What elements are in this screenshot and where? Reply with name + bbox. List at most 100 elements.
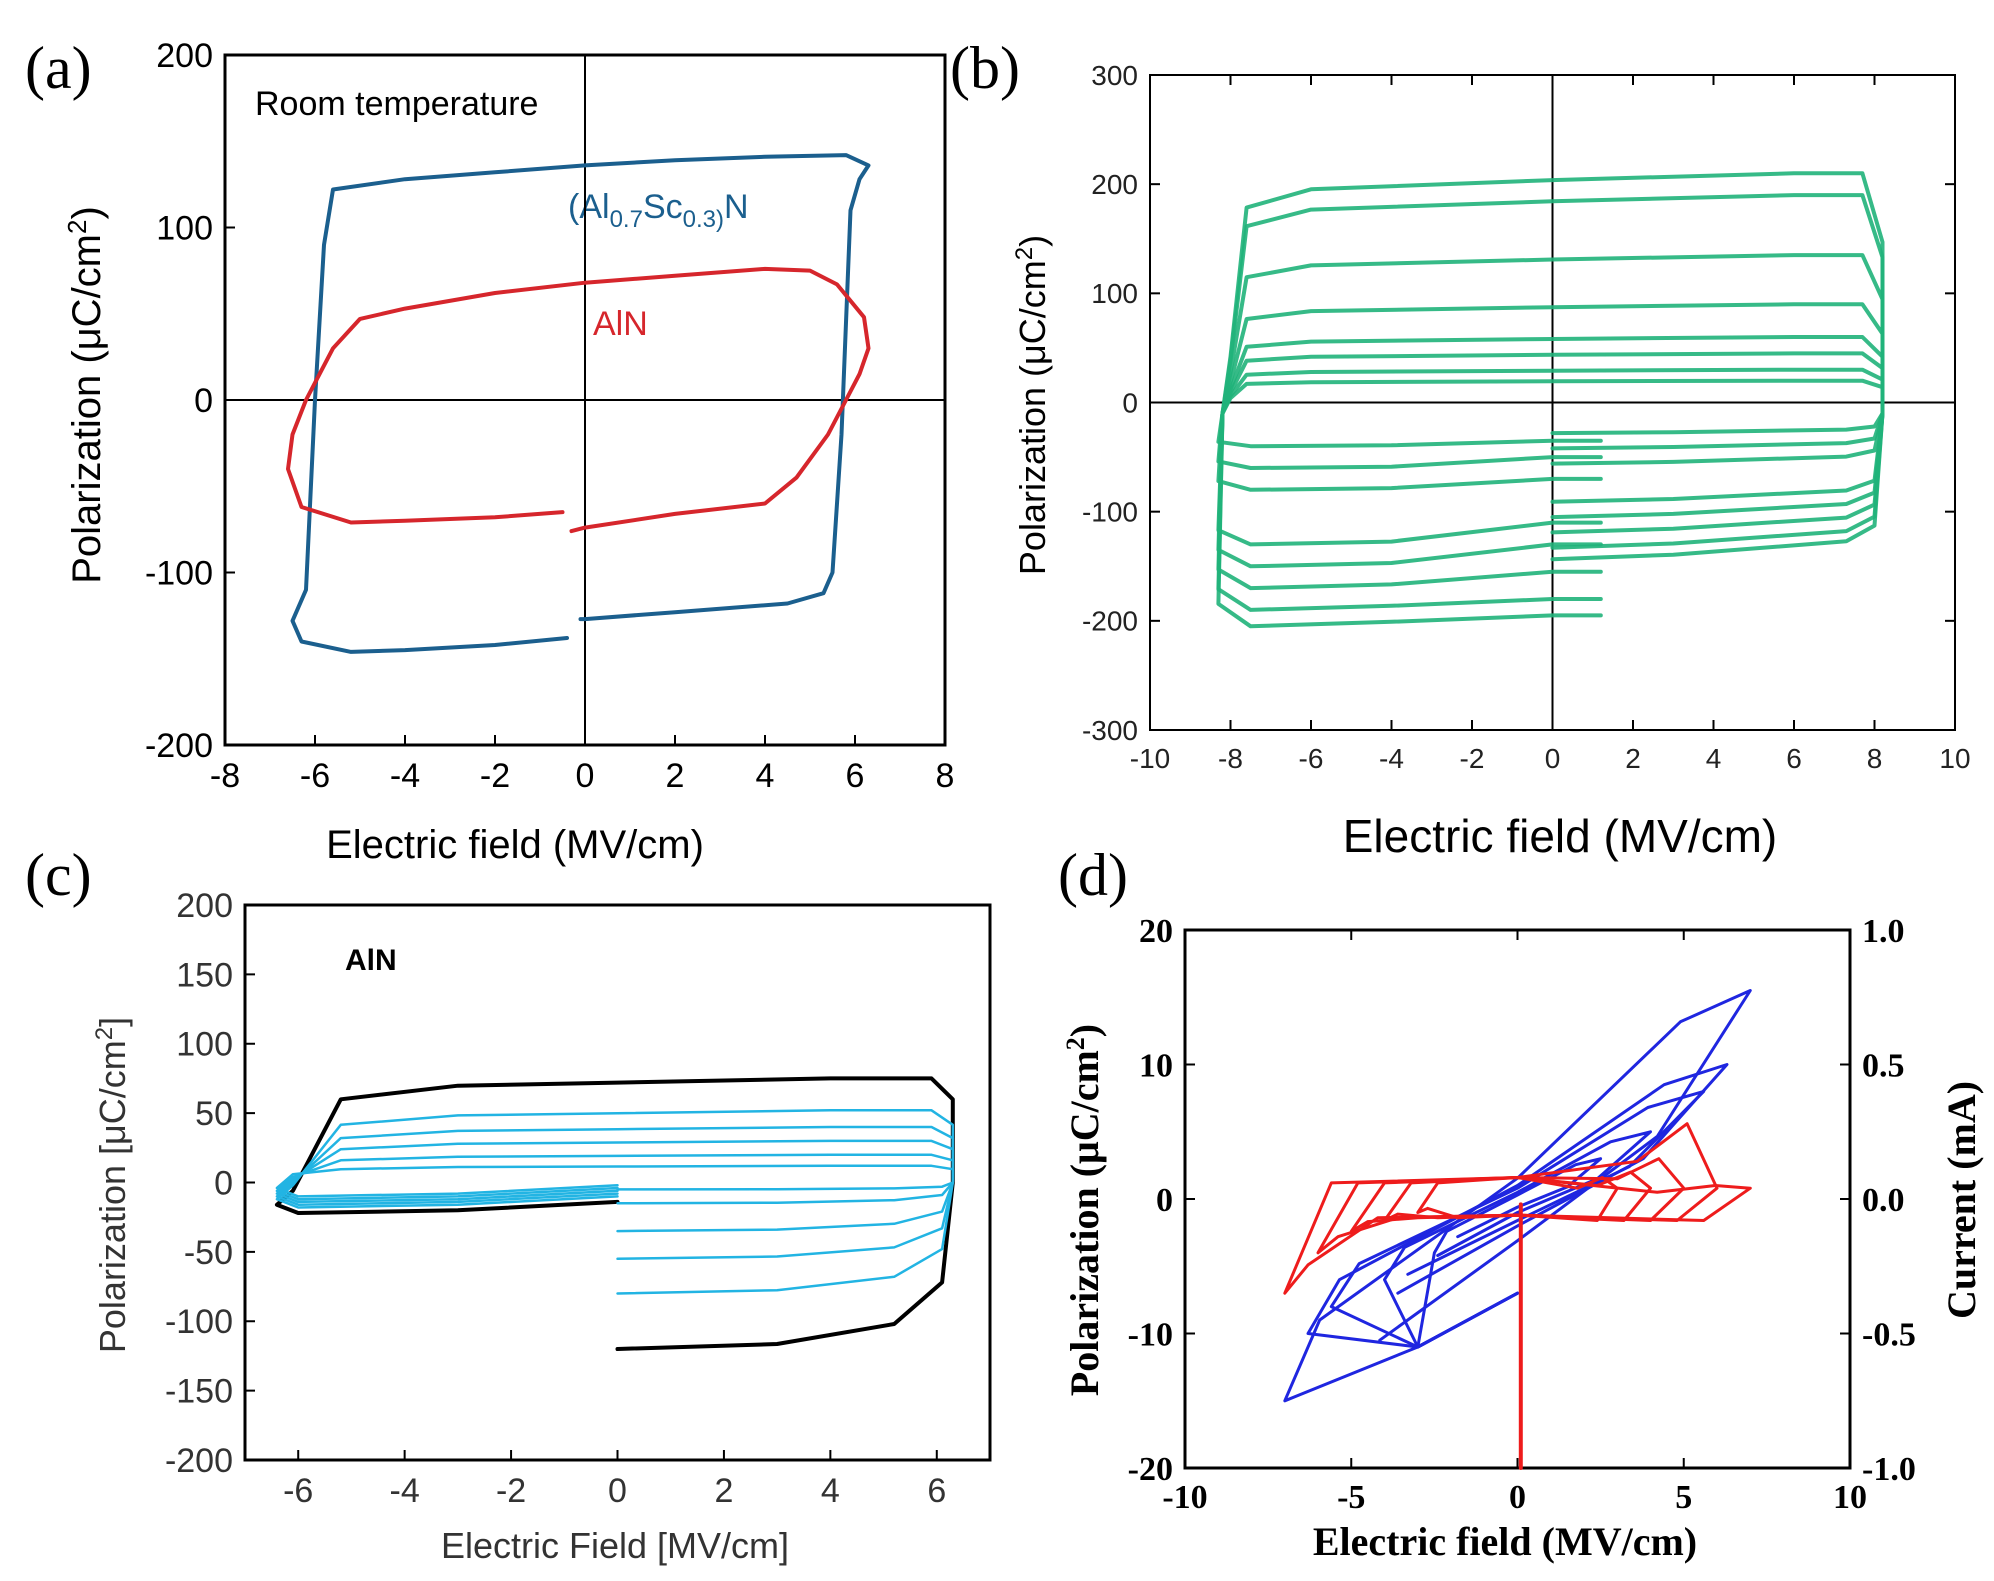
panel-c: (c) AlN Electric Field [MV/cm] Polarizat… <box>25 842 992 1566</box>
panel-c-ytick-label: -150 <box>165 1373 233 1411</box>
panel-c-plot-frame <box>243 903 992 1462</box>
panel-b-xtick-label: 4 <box>1706 743 1722 774</box>
panel-c-ytick-label: -100 <box>165 1303 233 1341</box>
panel-d-xtick-label: 10 <box>1833 1479 1867 1516</box>
panel-a-annotation-room-temperature: Room temperature <box>255 85 538 123</box>
panel-d-polarization-loop-line <box>1383 1130 1652 1349</box>
panel-a-xtick-label: 8 <box>936 757 955 795</box>
panel-a-xtick-label: -8 <box>210 757 240 795</box>
panel-a-ytick-label: 0 <box>194 382 213 420</box>
panel-d-label: (d) <box>1058 842 1128 908</box>
panel-d-ytick-right-label: -1.0 <box>1862 1451 1916 1488</box>
panel-a-xtick-label: 4 <box>756 757 775 795</box>
panel-a-ylabel: Polarization (μC/cm2) <box>62 206 109 584</box>
panel-a-ytick-label: -200 <box>145 727 213 765</box>
panel-c-ylabel: Polarization [μC/cm2] <box>91 1017 133 1353</box>
panel-d-xtick-label: -10 <box>1162 1479 1207 1516</box>
panel-c-xlabel: Electric Field [MV/cm] <box>441 1525 789 1566</box>
panel-b-ylabel: Polarization (μC/cm2) <box>1011 235 1053 575</box>
panel-b-ytick-label: 200 <box>1091 169 1138 200</box>
panel-b-loop-line <box>1216 351 1885 492</box>
panel-d-ytick-right-label: 0.0 <box>1862 1182 1905 1219</box>
panel-d-ylabel: Polarization (μC/cm2) <box>1061 1024 1107 1396</box>
panel-c-outer-loop-line <box>274 1076 955 1351</box>
panel-d-xlabel: Electric field (MV/cm) <box>1313 1519 1697 1564</box>
panel-a-series-alsc-line <box>290 153 871 654</box>
panel-d-ytick-right-label: 0.5 <box>1862 1048 1905 1085</box>
panel-c-xtick-label: 2 <box>714 1472 733 1510</box>
panel-c-ytick-label: 0 <box>214 1164 233 1202</box>
panel-c-xtick-label: 6 <box>927 1472 946 1510</box>
panel-b-xtick-label: -2 <box>1460 743 1485 774</box>
panel-b-loop-line <box>1216 378 1885 449</box>
panel-a-annotation-alsc: (Al0.7Sc0.3)N <box>568 188 749 233</box>
panel-b-loop-line <box>1216 193 1885 612</box>
panel-b-ytick-label: 300 <box>1091 60 1138 91</box>
panel-b-ytick-label: 0 <box>1122 387 1138 418</box>
panel-c-xtick-label: 4 <box>821 1472 840 1510</box>
panel-b-ytick-label: -100 <box>1082 496 1138 527</box>
panel-a-xtick-label: -2 <box>480 757 510 795</box>
panel-b-xtick-label: 0 <box>1545 743 1561 774</box>
panel-c-minor-loop-line <box>275 1125 955 1261</box>
panel-c-minor-loop-line <box>275 1109 955 1295</box>
panel-c-ytick-label: -200 <box>165 1442 233 1480</box>
panel-c-annotation-aln: AlN <box>345 944 397 977</box>
panel-c-ytick-label: -50 <box>184 1234 233 1272</box>
panel-a-xtick-label: -4 <box>390 757 420 795</box>
panel-d-ytick-right-label: 1.0 <box>1862 913 1905 950</box>
panel-b-ytick-label: 100 <box>1091 278 1138 309</box>
panel-b-loop-line <box>1216 335 1885 547</box>
panel-c-ytick-label: 200 <box>176 887 233 925</box>
panel-b-loop-line <box>1216 367 1885 470</box>
panel-d-polarization-loop-line <box>1329 1089 1706 1349</box>
panel-b-xtick-label: 8 <box>1867 743 1883 774</box>
panel-a-ytick-label: 100 <box>156 209 213 247</box>
panel-d-current-loop-line <box>1416 1176 1619 1222</box>
panel-c-ytick-label: 50 <box>195 1095 233 1133</box>
panel-a-ytick-label: -100 <box>145 554 213 592</box>
panel-a-annotation-bg <box>245 75 695 127</box>
panel-a-ytick-label: 200 <box>156 37 213 75</box>
panel-c-ytick-label: 100 <box>176 1026 233 1064</box>
panel-b-xtick-label: 2 <box>1625 743 1641 774</box>
panel-c-xtick-label: -6 <box>283 1472 313 1510</box>
panel-b-label: (b) <box>950 35 1020 101</box>
panel-c-label: (c) <box>25 842 92 908</box>
panel-c-xtick-label: 0 <box>608 1472 627 1510</box>
panel-b-ytick-label: -300 <box>1082 715 1138 746</box>
panel-b-loop-line <box>1216 171 1885 629</box>
panel-b-xtick-label: -8 <box>1218 743 1243 774</box>
panel-d-ytick-label: 10 <box>1139 1047 1173 1084</box>
panel-d-ylabel-right: Current (mA) <box>1939 1081 1984 1319</box>
panel-b-ytick-label: -200 <box>1082 606 1138 637</box>
panel-d-polarization-loop-line <box>1306 1063 1729 1349</box>
panel-c-ytick-label: 150 <box>176 956 233 994</box>
panel-c-xtick-label: -2 <box>496 1472 526 1510</box>
panel-b-xtick-label: 6 <box>1786 743 1802 774</box>
panel-a-label: (a) <box>25 35 92 101</box>
panel-b-xtick-label: 10 <box>1939 743 1970 774</box>
panel-b-xlabel: Electric field (MV/cm) <box>1343 810 1777 862</box>
panel-d-ytick-label: -10 <box>1128 1316 1173 1353</box>
panel-a-annotation-aln: AlN <box>593 305 648 343</box>
panel-d-xtick-label: -5 <box>1337 1479 1365 1516</box>
panel-d: (d) Electric field (MV/cm) Polarization … <box>1058 842 1984 1564</box>
panel-a-xtick-label: 0 <box>576 757 595 795</box>
panel-d-ytick-label: 20 <box>1139 913 1173 950</box>
panel-d-plot-frame <box>1183 928 1852 1470</box>
panel-a-xtick-label: 2 <box>666 757 685 795</box>
panel-d-ytick-right-label: -0.5 <box>1862 1317 1916 1354</box>
panel-b-xtick-label: -4 <box>1379 743 1404 774</box>
panel-d-ytick-label: -20 <box>1128 1451 1173 1488</box>
panel-b: (b) Electric field (MV/cm) Polarization … <box>950 35 1971 862</box>
panel-c-minor-loop-line <box>275 1153 955 1205</box>
panel-a-xtick-label: 6 <box>846 757 865 795</box>
panel-b-xtick-label: -6 <box>1299 743 1324 774</box>
panel-b-loop-line <box>1216 253 1885 591</box>
panel-c-minor-loop-line <box>275 1164 955 1198</box>
panel-d-xtick-label: 0 <box>1509 1479 1526 1516</box>
panel-b-loop-line <box>1216 302 1885 569</box>
panel-b-xtick-label: -10 <box>1130 743 1170 774</box>
